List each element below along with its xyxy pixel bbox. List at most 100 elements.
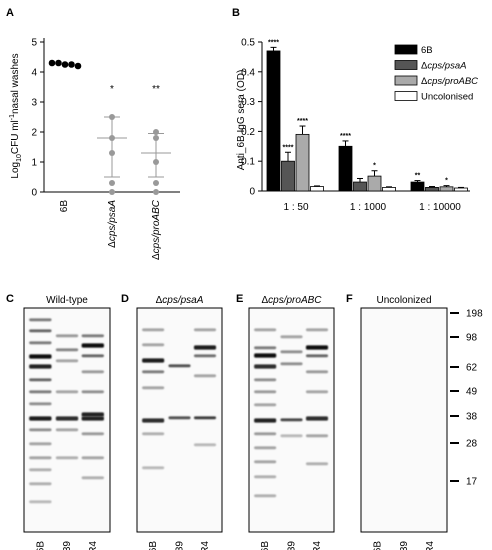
mw-marker-label: 98	[466, 333, 478, 344]
blot-band	[142, 370, 165, 374]
panel-a-y-tick-label: 1	[31, 158, 37, 169]
panel-label-b: B	[232, 7, 240, 19]
blot-band	[29, 500, 52, 504]
blot-band	[168, 416, 191, 420]
panel-a-y-tick-label: 2	[31, 128, 37, 139]
mw-marker-label: 62	[466, 363, 478, 374]
blot-band	[305, 390, 329, 394]
blot-band	[55, 390, 79, 394]
panel-b-significance: ****	[340, 133, 351, 140]
panel-a-data-point	[74, 62, 82, 70]
panel-b-y-tick-label: 0	[249, 187, 255, 198]
panel-b-legend-swatch	[394, 60, 418, 70]
panel-label-a: A	[6, 7, 14, 19]
panel-b-bar	[382, 187, 396, 192]
blot-band	[254, 403, 277, 407]
blot-band	[280, 362, 303, 366]
blot-band	[254, 390, 277, 394]
blot-band	[280, 335, 303, 339]
panel-label-c: C	[6, 293, 14, 305]
blot-title: Uncolonized	[376, 295, 431, 306]
blot-lane-label: 6B	[260, 541, 271, 550]
panel-b-y-axis-label: Anti_6B IgG sera (OD)	[236, 70, 247, 171]
blot-band	[193, 354, 217, 358]
blot-band	[81, 456, 104, 460]
panel-b-y-tick-label: 0.4	[241, 67, 255, 78]
blot-band	[29, 416, 52, 421]
panel-a-data-point	[109, 135, 115, 141]
blot-lane-label: 6B	[35, 541, 46, 550]
panel-b-bar	[410, 181, 425, 192]
blot-lane-label: D39	[175, 541, 186, 550]
panel-a-data-point	[61, 61, 69, 68]
molecular-weight-markers: 198 98 62 49 38 28 17	[450, 309, 483, 488]
panel-a-x-tick-label: Δcps/proABC	[151, 199, 162, 260]
panel-b-legend-label: Δcps/proABC	[421, 76, 478, 87]
panel-b-y-tick-label: 0.1	[241, 157, 255, 168]
blot-band	[29, 354, 52, 359]
panel-a-significance: *	[110, 84, 114, 95]
blot-membrane	[360, 307, 448, 533]
blot-band	[29, 428, 52, 432]
blot-band	[29, 482, 52, 486]
panel-a-x-tick-label: Δcps/psaA	[107, 200, 118, 248]
blot-band	[81, 416, 104, 421]
blot-band	[142, 418, 165, 423]
blot-lane-label: D39	[287, 541, 298, 550]
panel-a-data-point	[68, 61, 75, 68]
blot-band	[305, 416, 329, 421]
panel-b-legend-label: 6B	[421, 45, 433, 56]
blot-band	[81, 390, 104, 394]
panel-b-bar	[439, 186, 454, 192]
blot-band	[254, 328, 277, 332]
blot-band	[254, 418, 277, 423]
panel-b-legend-swatch	[394, 91, 418, 101]
panel-a-y-tick-label: 0	[31, 188, 37, 199]
panel-b-legend-swatch	[394, 44, 418, 55]
mw-marker-label: 198	[466, 309, 483, 320]
panel-b-x-tick-label: 1 : 10000	[419, 202, 461, 213]
panel-b-legend-label: Uncolonised	[421, 92, 473, 103]
panel-b-bar	[310, 186, 324, 192]
panel-a-y-tick-label: 4	[31, 68, 37, 79]
blot-band	[29, 456, 52, 460]
blot-band	[305, 328, 329, 332]
blot-band	[142, 386, 165, 390]
blot-band	[168, 364, 191, 368]
panel-b-bar	[266, 50, 281, 192]
panel-a-data-point	[153, 189, 159, 195]
panel-b-significance: ****	[283, 144, 294, 151]
blot-band	[254, 446, 277, 450]
panel-a-data-point	[109, 114, 115, 120]
blot-band	[254, 494, 277, 498]
panel-a-x-tick-label: 6B	[59, 200, 70, 213]
blot-band	[81, 334, 104, 338]
blot-band	[254, 460, 277, 464]
blot-lane-label: TIGR4	[200, 541, 211, 550]
blot-band	[254, 346, 277, 350]
blot-band	[193, 443, 217, 447]
blot-band	[55, 428, 79, 432]
blot-lane-label: D39	[62, 541, 73, 550]
blot-band	[280, 350, 303, 354]
panel-b-bar	[338, 145, 353, 192]
panel-a-data-point	[153, 129, 159, 135]
blot-band	[142, 328, 165, 332]
blot-band	[55, 334, 79, 338]
blot-band	[305, 354, 329, 358]
mw-marker-label: 49	[466, 387, 478, 398]
blot-band	[305, 434, 329, 438]
panel-label-d: D	[121, 293, 129, 305]
blot-band	[29, 468, 52, 472]
blot-band	[29, 329, 52, 333]
blot-band	[81, 476, 104, 480]
blot-lane-label: TIGR4	[425, 541, 436, 550]
blot-band	[142, 432, 165, 436]
blot-title: Δcps/proABC	[261, 295, 322, 306]
panel-a-data-point	[153, 159, 159, 165]
panel-b-significance: ****	[297, 118, 308, 125]
blot-band	[29, 341, 52, 345]
panel-b-significance: *	[445, 178, 448, 185]
panel-label-f: F	[346, 293, 353, 305]
panel-a-y-axis-label: Log10CFU ml-1nasal washes	[9, 53, 23, 178]
